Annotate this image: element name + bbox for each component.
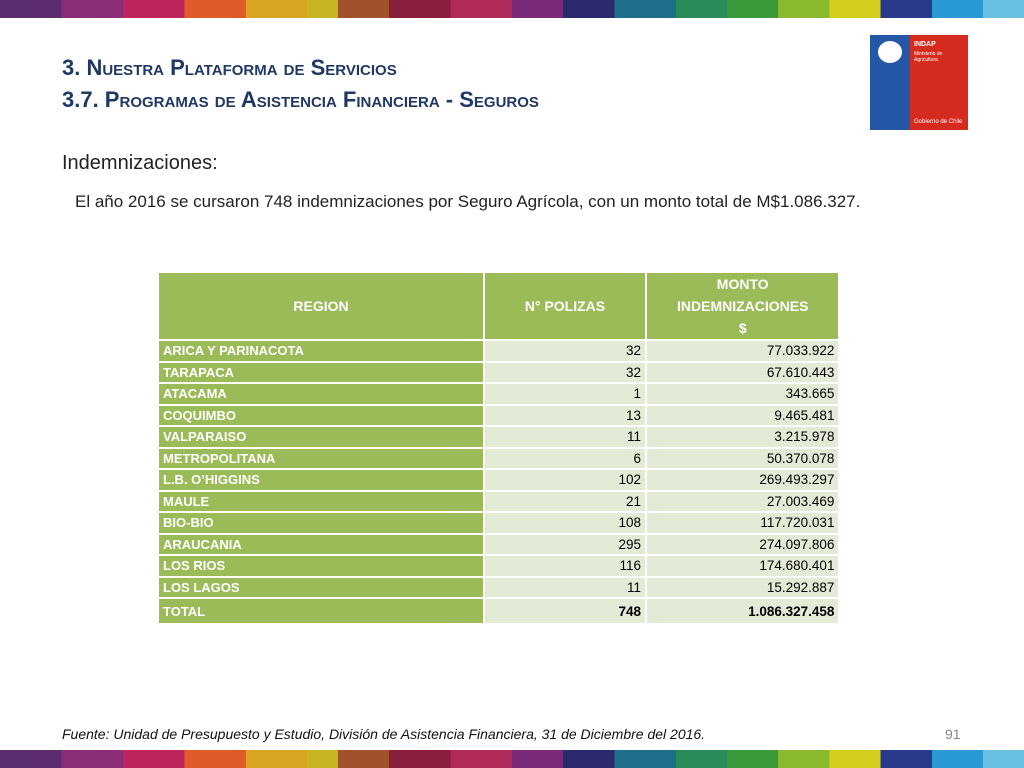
source: Fuente: Unidad de Presupuesto y Estudio,… xyxy=(62,726,706,742)
value-cell: 343.665 xyxy=(647,384,839,404)
table-row: L.B. O’HIGGINS 102 269.493.297 xyxy=(159,470,839,490)
region-cell: VALPARAISO xyxy=(159,427,483,447)
region-cell: L.B. O’HIGGINS xyxy=(159,470,483,490)
title: 3. Nuestra Plataforma de Servicios xyxy=(62,55,397,80)
table-row: LOS LAGOS 11 15.292.887 xyxy=(159,577,839,597)
region-cell: TOTAL xyxy=(159,599,483,623)
logo-name: INDAP xyxy=(914,41,936,48)
value-cell: 102 xyxy=(485,470,645,490)
table-row: ARAUCANIA 295 274.097.806 xyxy=(159,534,839,554)
logo: INDAP Ministerio de Agricultura Gobierno… xyxy=(870,35,968,130)
value-cell: 11 xyxy=(485,427,645,447)
value-cell: 748 xyxy=(485,599,645,623)
value-cell: 274.097.806 xyxy=(647,534,839,554)
table-row: ARICA Y PARINACOTA 32 77.033.922 xyxy=(159,341,839,361)
header-cell: REGION xyxy=(159,273,483,339)
region-cell: TARAPACA xyxy=(159,362,483,382)
logo-ministry: Ministerio de Agricultura xyxy=(914,51,943,63)
value-cell: 21 xyxy=(485,491,645,511)
table-row: TARAPACA 32 67.610.443 xyxy=(159,362,839,382)
region-cell: MAULE xyxy=(159,491,483,511)
value-cell: 27.003.469 xyxy=(647,491,839,511)
value-cell: 174.680.401 xyxy=(647,556,839,576)
table-row: BIO-BIO 108 117.720.031 xyxy=(159,513,839,533)
section-heading: Indemnizaciones: xyxy=(62,152,218,174)
table-row: METROPOLITANA 6 50.370.078 xyxy=(159,448,839,468)
table-row: MAULE 21 27.003.469 xyxy=(159,491,839,511)
region-cell: METROPOLITANA xyxy=(159,448,483,468)
value-cell: 67.610.443 xyxy=(647,362,839,382)
region-cell: LOS RIOS xyxy=(159,556,483,576)
value-cell: 1.086.327.458 xyxy=(647,599,839,623)
top-stripe xyxy=(0,0,1024,18)
value-cell: 11 xyxy=(485,577,645,597)
region-cell: ARICA Y PARINACOTA xyxy=(159,341,483,361)
header-cell: MONTO INDEMNIZACIONES $ xyxy=(647,273,839,339)
table-row: ATACAMA 1 343.665 xyxy=(159,384,839,404)
table-row: VALPARAISO 11 3.215.978 xyxy=(159,427,839,447)
bottom-stripe xyxy=(0,750,1024,768)
table-row: TOTAL 748 1.086.327.458 xyxy=(159,599,839,623)
value-cell: 1 xyxy=(485,384,645,404)
value-cell: 116 xyxy=(485,556,645,576)
region-cell: BIO-BIO xyxy=(159,513,483,533)
region-cell: ARAUCANIA xyxy=(159,534,483,554)
value-cell: 13 xyxy=(485,405,645,425)
value-cell: 117.720.031 xyxy=(647,513,839,533)
logo-crest xyxy=(878,41,902,63)
region-cell: ATACAMA xyxy=(159,384,483,404)
value-cell: 295 xyxy=(485,534,645,554)
value-cell: 6 xyxy=(485,448,645,468)
region-cell: LOS LAGOS xyxy=(159,577,483,597)
value-cell: 108 xyxy=(485,513,645,533)
table-row: COQUIMBO 13 9.465.481 xyxy=(159,405,839,425)
page-number: 91 xyxy=(945,726,961,742)
value-cell: 32 xyxy=(485,362,645,382)
section-text: El año 2016 se cursaron 748 indemnizacio… xyxy=(75,192,861,211)
value-cell: 269.493.297 xyxy=(647,470,839,490)
value-cell: 9.465.481 xyxy=(647,405,839,425)
header-cell: N° POLIZAS xyxy=(485,273,645,339)
data-table: REGION N° POLIZAS MONTO INDEMNIZACIONES … xyxy=(157,271,840,625)
logo-government: Gobierno de Chile xyxy=(914,119,963,125)
subtitle: 3.7. Programas de Asistencia Financiera … xyxy=(62,87,539,112)
value-cell: 15.292.887 xyxy=(647,577,839,597)
value-cell: 50.370.078 xyxy=(647,448,839,468)
value-cell: 32 xyxy=(485,341,645,361)
value-cell: 77.033.922 xyxy=(647,341,839,361)
region-cell: COQUIMBO xyxy=(159,405,483,425)
table-row: LOS RIOS 116 174.680.401 xyxy=(159,556,839,576)
value-cell: 3.215.978 xyxy=(647,427,839,447)
